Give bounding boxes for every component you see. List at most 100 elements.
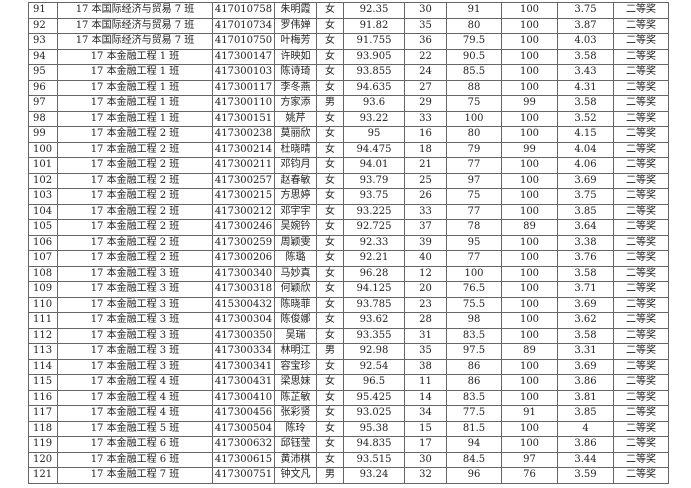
- rank-cell: 23: [404, 296, 447, 313]
- score-b-cell: 88: [446, 79, 502, 96]
- score-c-cell: 100: [501, 436, 558, 453]
- score-cell: 93.855: [343, 64, 405, 81]
- student-id-cell: 417300334: [212, 343, 275, 360]
- class-name-cell: 17 本金融工程 2 班: [57, 157, 213, 174]
- student-id-cell: 417300147: [212, 48, 275, 65]
- class-name-cell: 17 本国际经济与贸易 7 班: [57, 33, 213, 50]
- gpa-cell: 3.38: [557, 234, 614, 251]
- rank-cell: 21: [404, 157, 447, 174]
- student-id-cell: 417300632: [212, 436, 275, 453]
- score-c-cell: 100: [501, 250, 558, 267]
- rank-cell: 11: [404, 374, 447, 391]
- student-id-cell: 417300215: [212, 188, 275, 205]
- gender-cell: 女: [316, 157, 344, 174]
- award-cell: 二等奖: [613, 436, 669, 453]
- class-name-cell: 17 本金融工程 2 班: [57, 126, 213, 143]
- award-cell: 二等奖: [613, 17, 669, 34]
- gender-cell: 男: [316, 467, 344, 484]
- class-name-cell: 17 本金融工程 2 班: [57, 188, 213, 205]
- award-cell: 二等奖: [613, 265, 669, 282]
- student-id-cell: 417300206: [212, 250, 275, 267]
- row-number-cell: 102: [28, 172, 58, 189]
- rank-cell: 14: [404, 389, 447, 406]
- row-number-cell: 94: [28, 48, 58, 65]
- rank-cell: 38: [404, 358, 447, 375]
- gpa-cell: 3.87: [557, 17, 614, 34]
- class-name-cell: 17 本金融工程 1 班: [57, 110, 213, 127]
- score-cell: 93.355: [343, 327, 405, 344]
- rank-cell: 27: [404, 79, 447, 96]
- row-number-cell: 114: [28, 358, 58, 375]
- rank-cell: 16: [404, 126, 447, 143]
- award-cell: 二等奖: [613, 48, 669, 65]
- award-cell: 二等奖: [613, 64, 669, 81]
- gender-cell: 女: [316, 172, 344, 189]
- gender-cell: 女: [316, 126, 344, 143]
- class-name-cell: 17 本金融工程 2 班: [57, 203, 213, 220]
- score-c-cell: 89: [501, 343, 558, 360]
- rank-cell: 30: [404, 2, 447, 19]
- score-b-cell: 80: [446, 126, 502, 143]
- award-cell: 二等奖: [613, 467, 669, 484]
- class-name-cell: 17 本金融工程 1 班: [57, 48, 213, 65]
- table-row: 114 17 本金融工程 3 班 417300341 容宝珍女 92.54 38 86 100…: [28, 358, 669, 375]
- award-cell: 二等奖: [613, 234, 669, 251]
- award-cell: 二等奖: [613, 312, 669, 329]
- class-name-cell: 17 本国际经济与贸易 7 班: [57, 2, 213, 19]
- score-cell: 93.6: [343, 95, 405, 112]
- score-b-cell: 83.5: [446, 389, 502, 406]
- award-cell: 二等奖: [613, 358, 669, 375]
- row-number-cell: 103: [28, 188, 58, 205]
- award-cell: 二等奖: [613, 250, 669, 267]
- gender-cell: 女: [316, 64, 344, 81]
- rank-cell: 25: [404, 172, 447, 189]
- rank-cell: 31: [404, 327, 447, 344]
- class-name-cell: 17 本金融工程 2 班: [57, 141, 213, 158]
- row-number-cell: 109: [28, 281, 58, 298]
- student-name-cell: 何颖欣: [274, 281, 317, 298]
- gender-cell: 女: [316, 451, 344, 468]
- class-name-cell: 17 本金融工程 6 班: [57, 451, 213, 468]
- table-row: 105 17 本金融工程 2 班 417300246 吴婉钤女 92.725 37 78 89…: [28, 219, 669, 236]
- gender-cell: 女: [316, 420, 344, 437]
- gpa-cell: 3.52: [557, 110, 614, 127]
- student-name-cell: 莫丽欣: [274, 126, 317, 143]
- gpa-cell: 4.03: [557, 33, 614, 50]
- score-c-cell: 100: [501, 17, 558, 34]
- row-number-cell: 120: [28, 451, 58, 468]
- score-c-cell: 100: [501, 374, 558, 391]
- class-name-cell: 17 本金融工程 1 班: [57, 79, 213, 96]
- score-c-cell: 100: [501, 327, 558, 344]
- score-c-cell: 100: [501, 358, 558, 375]
- row-number-cell: 91: [28, 2, 58, 19]
- score-b-cell: 84.5: [446, 451, 502, 468]
- student-name-cell: 陈璐: [274, 250, 317, 267]
- score-cell: 95: [343, 126, 405, 143]
- student-name-cell: 黄沛棋: [274, 451, 317, 468]
- table-row: 102 17 本金融工程 2 班 417300257 赵春敏女 93.79 25 97 100…: [28, 172, 669, 189]
- gender-cell: 女: [316, 281, 344, 298]
- score-b-cell: 97.5: [446, 343, 502, 360]
- student-id-cell: 417300103: [212, 64, 275, 81]
- rank-cell: 18: [404, 141, 447, 158]
- student-id-cell: 417300350: [212, 327, 275, 344]
- score-b-cell: 96: [446, 467, 502, 484]
- table-row: 115 17 本金融工程 4 班 417300431 梁思妹女 96.5 11 86 100 3…: [28, 374, 669, 391]
- score-c-cell: 100: [501, 389, 558, 406]
- score-cell: 93.785: [343, 296, 405, 313]
- gpa-cell: 3.58: [557, 48, 614, 65]
- student-id-cell: 417300257: [212, 172, 275, 189]
- gender-cell: 女: [316, 296, 344, 313]
- rank-cell: 36: [404, 33, 447, 50]
- student-id-cell: 417300304: [212, 312, 275, 329]
- score-cell: 93.515: [343, 451, 405, 468]
- score-cell: 93.225: [343, 203, 405, 220]
- student-name-cell: 叶梅芳: [274, 33, 317, 50]
- student-name-cell: 邓钧月: [274, 157, 317, 174]
- score-c-cell: 97: [501, 451, 558, 468]
- score-cell: 95.425: [343, 389, 405, 406]
- score-b-cell: 100: [446, 265, 502, 282]
- rank-cell: 32: [404, 467, 447, 484]
- award-cell: 二等奖: [613, 219, 669, 236]
- student-name-cell: 马妙真: [274, 265, 317, 282]
